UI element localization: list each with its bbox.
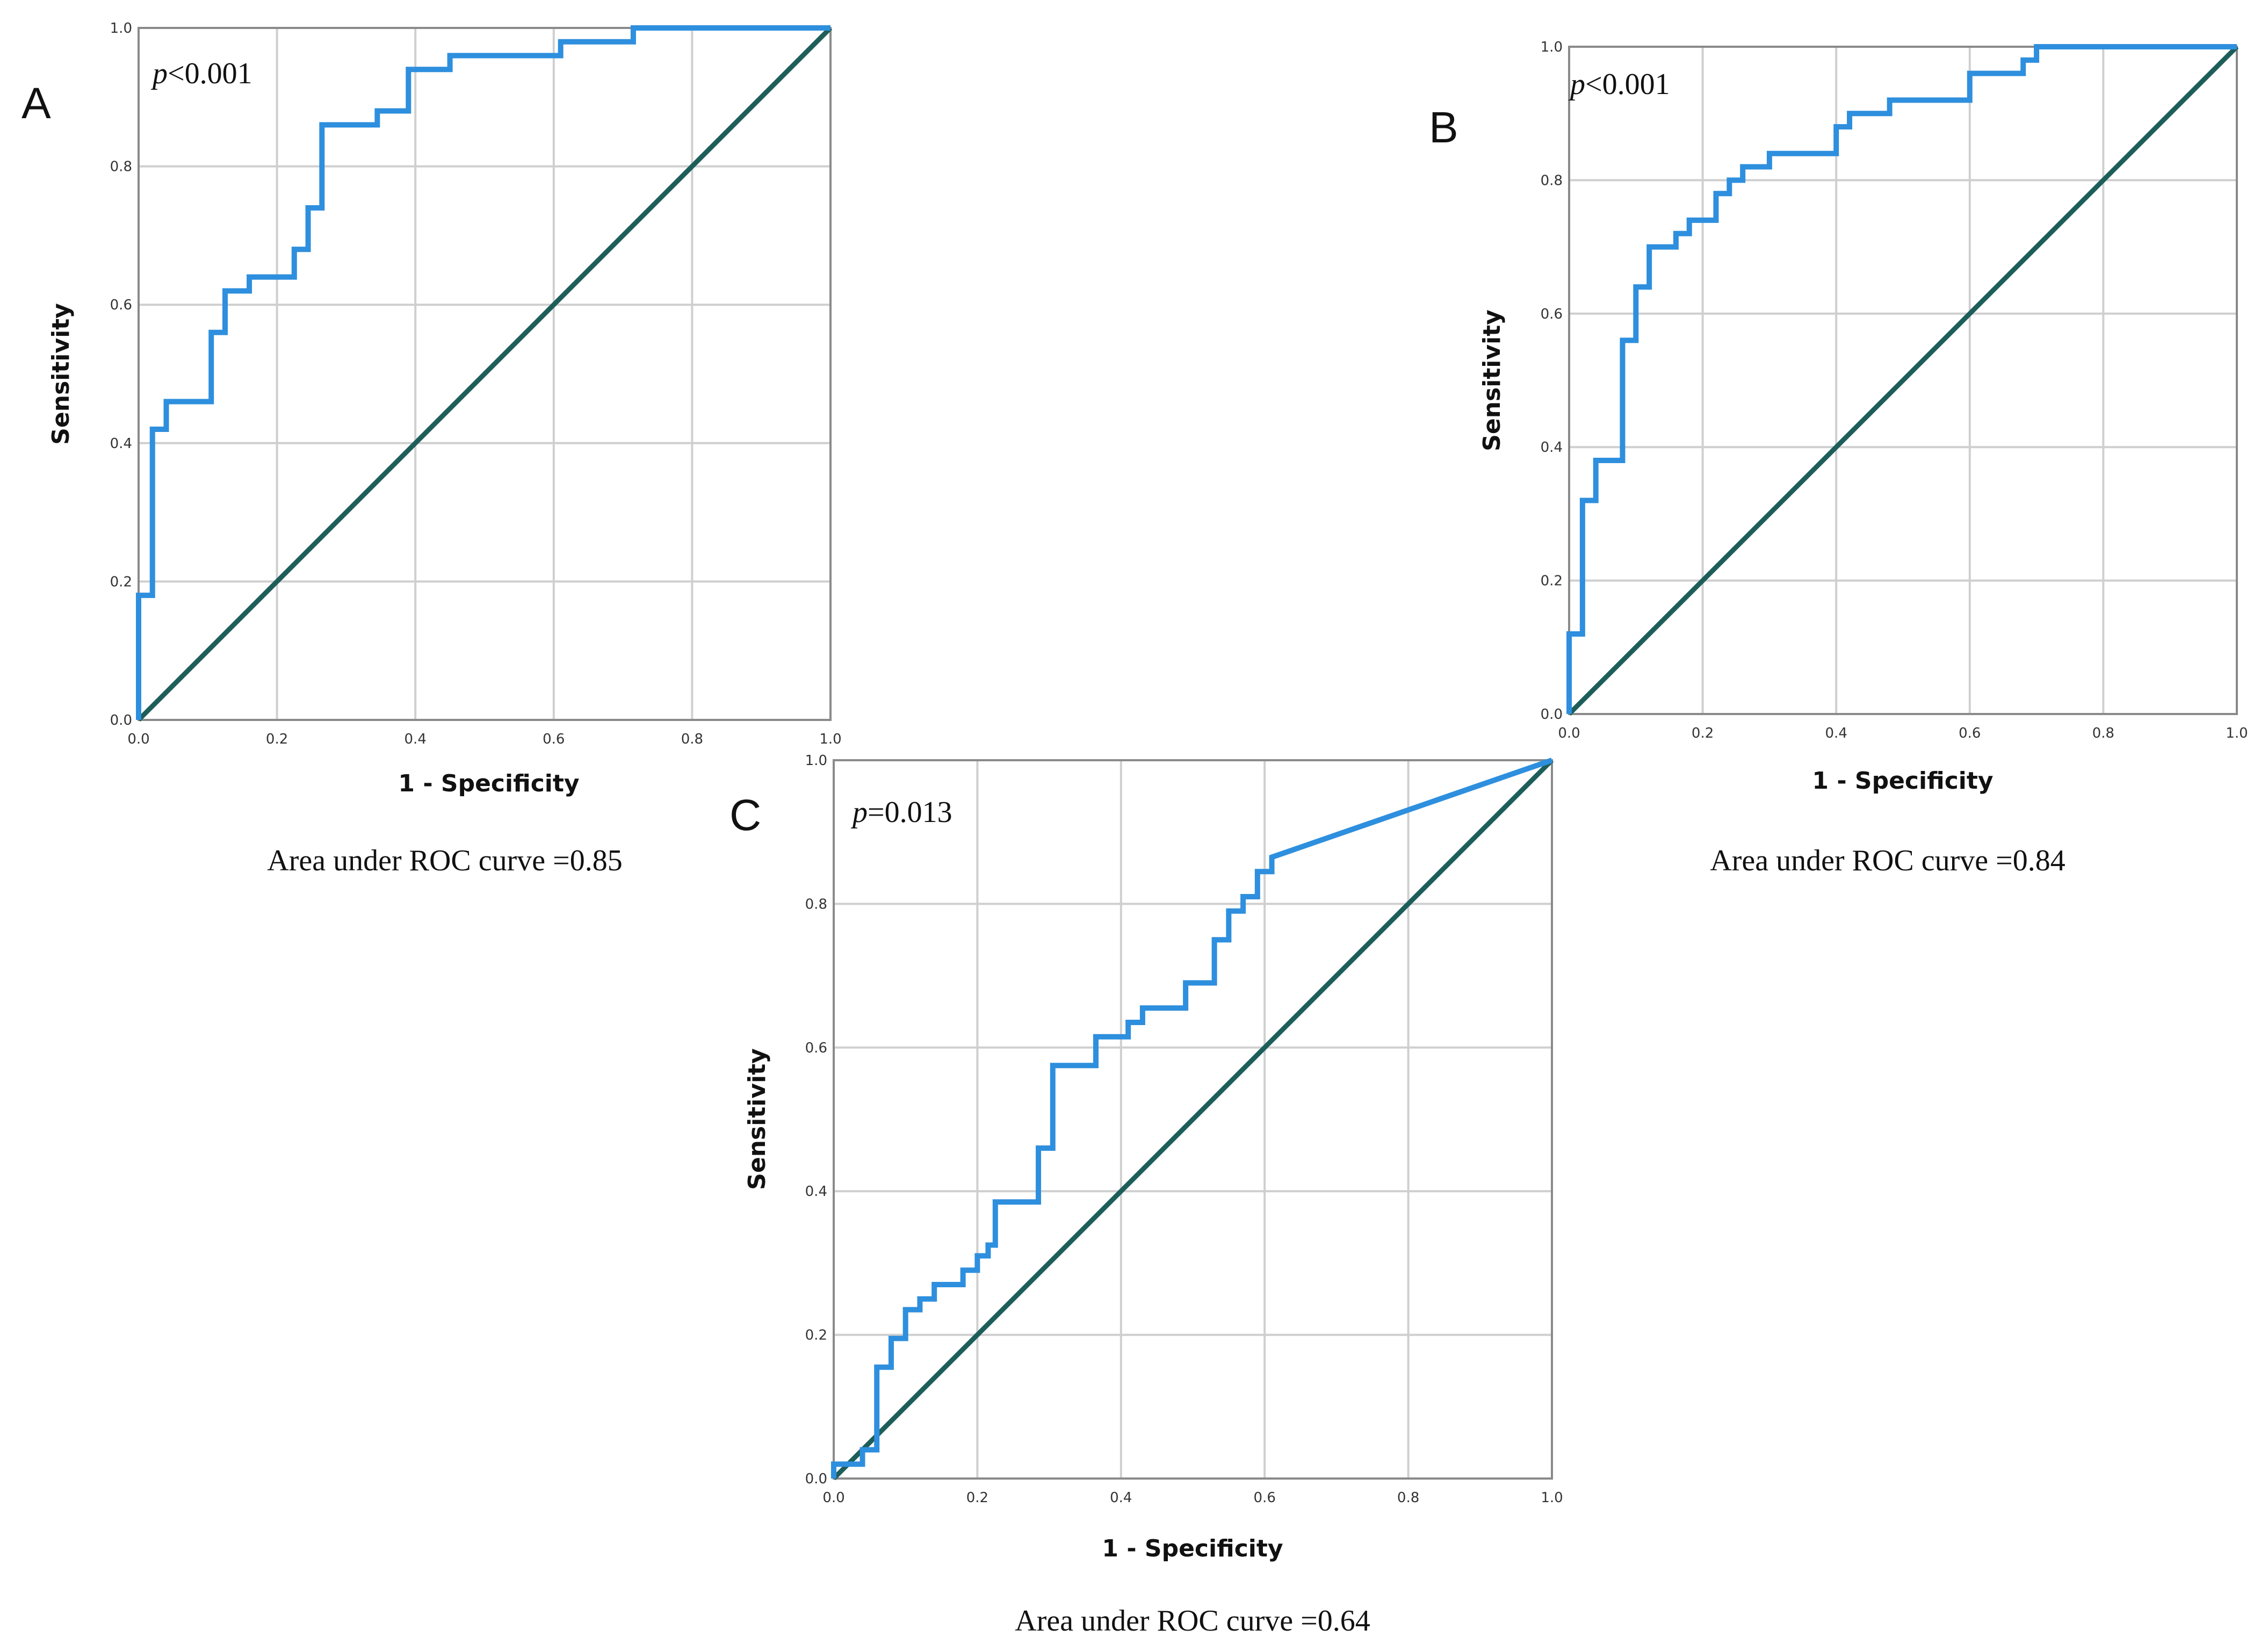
plot-frame: [1568, 46, 2238, 715]
y-tick-label: 0.4: [110, 436, 132, 452]
y-tick-label: 0.2: [1541, 573, 1563, 589]
x-tick-label: 1.0: [1541, 1490, 1563, 1506]
y-tick-label: 0.0: [1541, 706, 1563, 723]
plot-frame: [138, 27, 832, 721]
y-tick-label: 0.2: [805, 1328, 827, 1344]
panel-letter: B: [1429, 103, 1458, 152]
x-tick-label: 0.8: [2092, 725, 2114, 741]
y-tick-label: 0.8: [110, 159, 132, 175]
p-symbol: p: [850, 796, 868, 829]
reference-line: [832, 758, 1554, 1481]
x-tick-label: 0.6: [543, 731, 565, 747]
p-value-label: p<0.001: [1568, 68, 1670, 101]
x-tick-label: 1.0: [2226, 725, 2248, 741]
x-tick-label: 0.8: [681, 731, 703, 747]
y-tick-label: 0.6: [805, 1040, 827, 1056]
y-tick-label: 0.6: [1541, 306, 1563, 322]
x-tick-label: 0.6: [1254, 1490, 1276, 1506]
panel-b: 0.0 0.2 0.4 0.6 0.8 1.0 0.0 0.2 0.4 0.6 0.8 1.0 1 - …: [1429, 39, 2248, 877]
y-tick-label: 0.4: [1541, 439, 1563, 456]
roc-curve: [136, 25, 830, 720]
x-tick-label: 0.8: [1397, 1490, 1419, 1506]
x-tick-label: 0.0: [127, 731, 149, 747]
y-tick-label: 1.0: [1541, 39, 1563, 55]
panel-c: 0.0 0.2 0.4 0.6 0.8 1.0 0.0 0.2 0.4 0.6 0.8 1.0 1 - …: [729, 753, 1563, 1638]
y-axis-title: Sensitivity: [1478, 309, 1506, 451]
y-tick-label: 0.0: [110, 712, 132, 729]
x-axis-title: 1 - Specificity: [1812, 767, 1993, 795]
y-tick-label: 0.8: [1541, 172, 1563, 189]
y-axis-title: Sensitivity: [743, 1048, 771, 1190]
p-value-label: p=0.013: [850, 796, 952, 829]
panel-letter: A: [21, 79, 51, 128]
auc-caption: Area under ROC curve =0.85: [267, 844, 622, 877]
x-tick-label: 0.6: [1959, 725, 1981, 741]
x-axis-title: 1 - Specificity: [398, 770, 579, 797]
x-tick-label: 0.2: [266, 731, 288, 747]
x-tick-label: 0.4: [1825, 725, 1847, 741]
p-value: <0.001: [1585, 68, 1670, 101]
reference-line: [136, 26, 833, 722]
x-tick-label: 0.4: [405, 731, 427, 747]
y-tick-label: 1.0: [110, 20, 132, 37]
x-tick-label: 0.4: [1110, 1490, 1132, 1506]
auc-caption: Area under ROC curve =0.64: [1015, 1604, 1370, 1638]
p-value-label: p<0.001: [150, 57, 252, 90]
p-value: =0.013: [868, 796, 952, 829]
p-symbol: p: [150, 57, 168, 90]
panel-a: 0.0 0.2 0.4 0.6 0.8 1.0 0.0 0.2 0.4 0.6 0.8 1.0 1 - …: [21, 20, 842, 877]
y-tick-label: 0.2: [110, 574, 132, 590]
roc-curve: [831, 758, 1553, 1479]
x-tick-label: 0.0: [822, 1490, 844, 1506]
x-axis-title: 1 - Specificity: [1102, 1535, 1283, 1562]
x-tick-label: 0.2: [966, 1490, 988, 1506]
p-symbol: p: [1568, 68, 1585, 101]
reference-line: [1567, 45, 2239, 716]
y-tick-label: 0.8: [805, 896, 827, 912]
y-axis-title: Sensitivity: [47, 303, 75, 445]
p-value: <0.001: [168, 57, 252, 90]
panel-letter: C: [729, 791, 761, 840]
x-tick-label: 1.0: [819, 731, 841, 747]
y-tick-label: 0.0: [805, 1471, 827, 1487]
auc-caption: Area under ROC curve =0.84: [1710, 844, 2065, 877]
y-tick-label: 0.6: [110, 297, 132, 313]
plot-frame: [833, 759, 1553, 1480]
x-tick-label: 0.0: [1558, 725, 1580, 741]
y-tick-label: 0.4: [805, 1184, 827, 1200]
x-tick-label: 0.2: [1692, 725, 1714, 741]
y-tick-label: 1.0: [805, 753, 827, 769]
roc-curve: [1566, 44, 2237, 714]
